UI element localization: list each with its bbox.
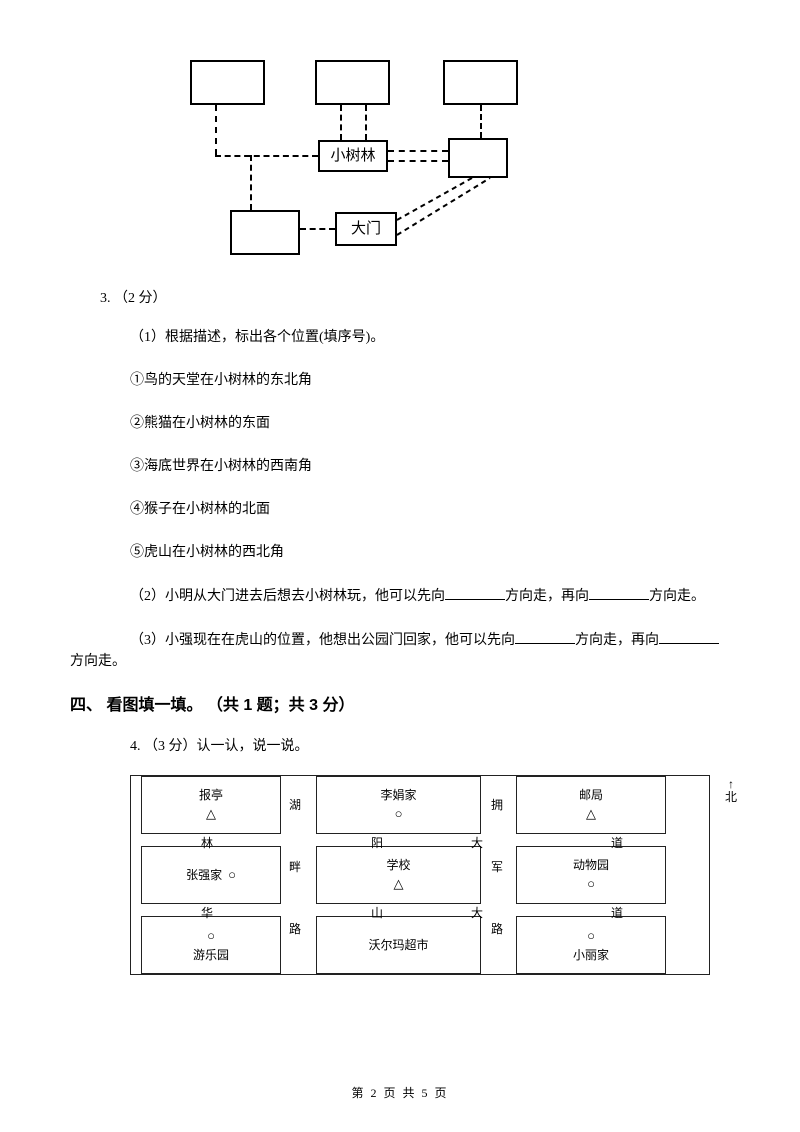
q3-c5: ⑤虎山在小树林的西北角 — [130, 542, 730, 563]
map-diagram: ↑ 北 报亭 △ 李娟家 ○ 邮局 △ — [130, 775, 730, 975]
q3-c3: ③海底世界在小树林的西南角 — [130, 456, 730, 477]
q3-points: （2 分） — [114, 291, 167, 306]
cell-label: 李娟家 — [380, 786, 416, 804]
q3-p3-c: 方向走。 — [70, 654, 126, 669]
q3-p1: （1）根据描述，标出各个位置(填序号)。 — [130, 327, 730, 348]
q3-p3-a: （3）小强现在在虎山的位置，他想出公园门回家，他可以先向 — [130, 633, 515, 648]
cell-r2c2: 学校 △ — [316, 846, 481, 904]
q3-p2-c: 方向走。 — [649, 589, 705, 604]
map-row-3: ○ 游乐园 沃尔玛超市 ○ 小丽家 — [131, 916, 709, 974]
page-footer: 第 2 页 共 5 页 — [0, 1084, 800, 1102]
cell-r3c2: 沃尔玛超市 — [316, 916, 481, 974]
blank[interactable] — [445, 585, 505, 600]
q3-c4: ④猴子在小树林的北面 — [130, 499, 730, 520]
cell-r3c1: ○ 游乐园 — [141, 916, 281, 974]
road-v-mid: 拥 军 路 — [491, 796, 511, 938]
circle-icon: ○ — [587, 926, 595, 946]
blank[interactable] — [515, 629, 575, 644]
triangle-icon: △ — [394, 874, 404, 894]
circle-icon: ○ — [587, 874, 595, 894]
park-canvas: 小树林 大门 — [190, 60, 520, 270]
park-diagonals — [190, 60, 520, 270]
cell-label: 张强家 — [186, 866, 222, 884]
cell-label: 报亭 — [199, 786, 223, 804]
cell-r2c1: 张强家 ○ — [141, 846, 281, 904]
q4-line: 4. （3 分）认一认，说一说。 — [130, 736, 730, 757]
map-canvas: ↑ 北 报亭 △ 李娟家 ○ 邮局 △ — [130, 775, 710, 975]
q3-c2: ②熊猫在小树林的东面 — [130, 413, 730, 434]
cell-label: 邮局 — [579, 786, 603, 804]
park-diagram: 小树林 大门 — [190, 60, 730, 270]
circle-icon: ○ — [228, 865, 236, 885]
q3-c1: ①鸟的天堂在小树林的东北角 — [130, 370, 730, 391]
section4-title: 四、 看图填一填。 （共 1 题；共 3 分） — [70, 694, 730, 718]
circle-icon: ○ — [395, 804, 403, 824]
map-row-2: 张强家 ○ 学校 △ 动物园 ○ — [131, 846, 709, 904]
cell-r2c3: 动物园 ○ — [516, 846, 666, 904]
cell-r1c2: 李娟家 ○ — [316, 776, 481, 834]
q3-p3-b: 方向走，再向 — [575, 633, 659, 648]
q3-p2-b: 方向走，再向 — [505, 589, 589, 604]
cell-label: 动物园 — [573, 856, 609, 874]
q3-p3: （3）小强现在在虎山的位置，他想出公园门回家，他可以先向 方向走，再向方向走。 — [70, 629, 730, 672]
blank[interactable] — [589, 585, 649, 600]
triangle-icon: △ — [586, 804, 596, 824]
cell-label: 小丽家 — [573, 946, 609, 964]
q3-p2-a: （2）小明从大门进去后想去小树林玩，他可以先向 — [130, 589, 445, 604]
cell-r3c3: ○ 小丽家 — [516, 916, 666, 974]
cell-r1c1: 报亭 △ — [141, 776, 281, 834]
q3-number: 3. — [100, 291, 111, 306]
circle-icon: ○ — [207, 926, 215, 946]
q3-p2: （2）小明从大门进去后想去小树林玩，他可以先向 方向走，再向 方向走。 — [130, 585, 730, 607]
page: 小树林 大门 — [0, 0, 800, 1132]
blank[interactable] — [659, 629, 719, 644]
cell-r1c3: 邮局 △ — [516, 776, 666, 834]
compass: ↑ 北 — [725, 778, 737, 804]
q3-header: 3. （2 分） — [100, 288, 730, 309]
road-v-left: 湖 畔 路 — [289, 796, 309, 938]
triangle-icon: △ — [206, 804, 216, 824]
map-row-1: 报亭 △ 李娟家 ○ 邮局 △ — [131, 776, 709, 834]
compass-label: 北 — [725, 791, 737, 804]
cell-label: 沃尔玛超市 — [368, 936, 428, 954]
cell-label: 游乐园 — [193, 946, 229, 964]
cell-label: 学校 — [386, 856, 410, 874]
